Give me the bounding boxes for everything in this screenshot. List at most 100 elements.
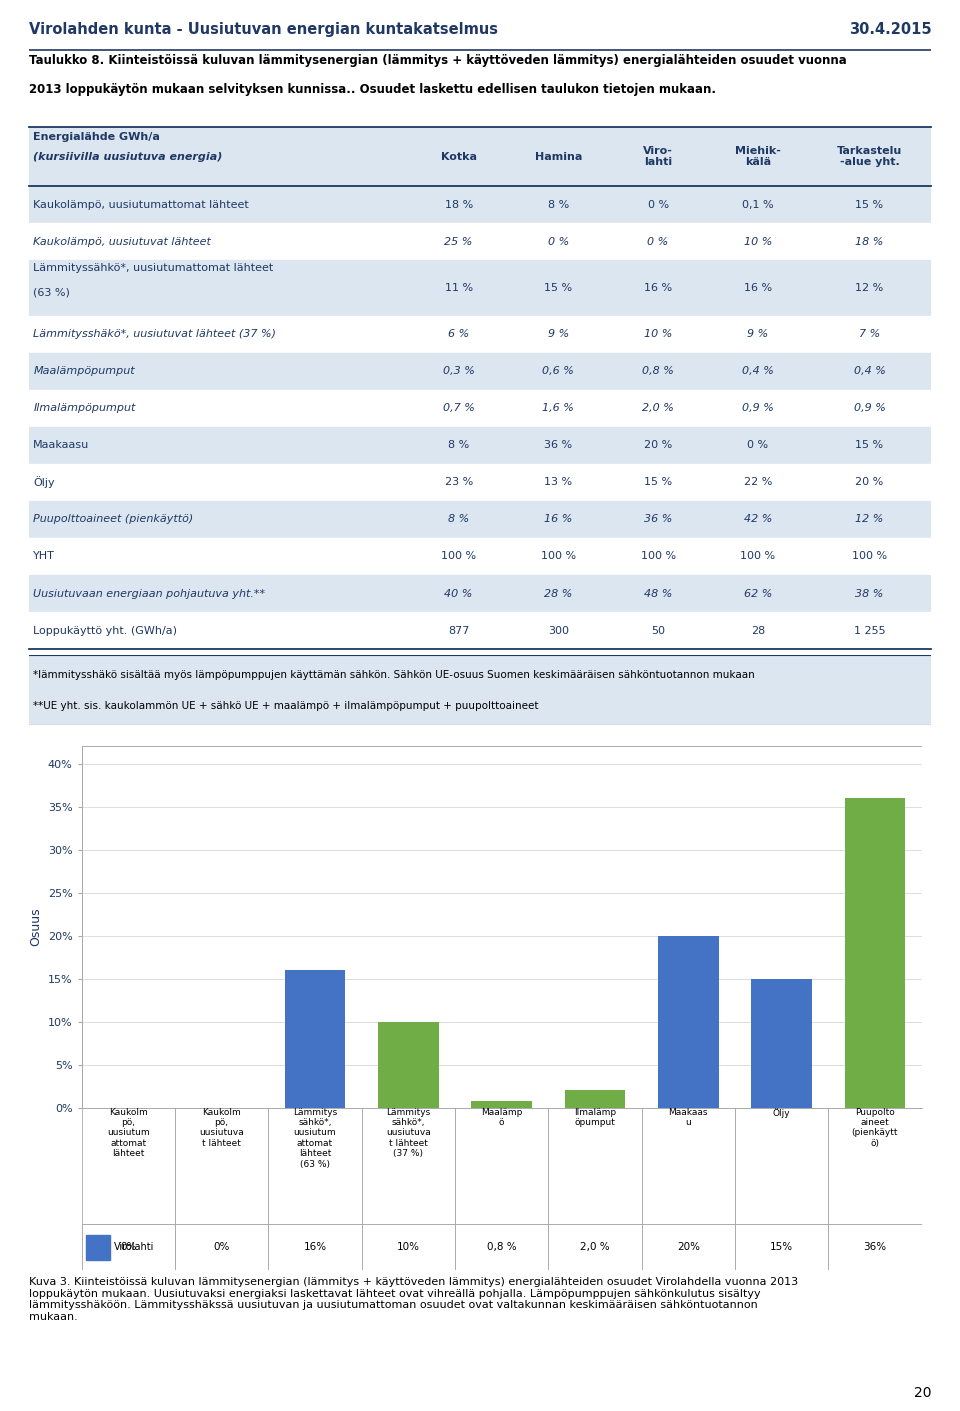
Text: 1 255: 1 255 (853, 625, 885, 635)
Bar (29, 353, 931, 389)
Text: Uusiutuvaan energiaan pohjautuva yht.**: Uusiutuvaan energiaan pohjautuva yht.** (34, 588, 265, 598)
Text: 15 %: 15 % (855, 200, 883, 210)
Text: 28: 28 (751, 625, 765, 635)
Text: 0,4 %: 0,4 % (853, 367, 885, 377)
Bar (284, 969, 346, 1108)
Text: Maalämpöpumput: Maalämpöpumput (34, 367, 135, 377)
Text: Ilmalämp
öpumput: Ilmalämp öpumput (574, 1108, 616, 1127)
Text: Puupolttoaineet (pienkäyttö): Puupolttoaineet (pienkäyttö) (34, 515, 194, 525)
Bar (548, 1225, 641, 1270)
Bar (86, 1235, 109, 1260)
Text: (63 %): (63 %) (34, 288, 70, 298)
Text: 0,6 %: 0,6 % (542, 367, 574, 377)
Bar (29, 316, 931, 353)
Text: 30.4.2015: 30.4.2015 (849, 23, 931, 37)
Text: 23 %: 23 % (444, 477, 472, 487)
Text: Lämmitys
sähkö*,
uusiutum
attomat
lähteet
(63 %): Lämmitys sähkö*, uusiutum attomat lähtee… (293, 1108, 337, 1168)
Text: 877: 877 (448, 625, 469, 635)
Text: 36 %: 36 % (644, 515, 672, 525)
Text: **UE yht. sis. kaukolammön UE + sähkö UE + maalämpö + ilmalämpöpumput + puupoltt: **UE yht. sis. kaukolammön UE + sähkö UE… (34, 700, 539, 711)
Bar (362, 1108, 455, 1225)
Text: (kursiivilla uusiutuva energia): (kursiivilla uusiutuva energia) (34, 152, 223, 162)
Text: 15 %: 15 % (544, 284, 572, 293)
Bar (362, 1225, 455, 1270)
Bar (82, 1225, 175, 1270)
Text: 8 %: 8 % (548, 200, 569, 210)
Text: Kotka: Kotka (441, 151, 476, 162)
Text: 2013 loppukäytön mukaan selvityksen kunnissa.. Osuudet laskettu edellisen tauluk: 2013 loppukäytön mukaan selvityksen kunn… (29, 83, 716, 96)
Bar (29, 538, 931, 576)
Bar (564, 1091, 625, 1108)
Text: 15%: 15% (770, 1242, 793, 1252)
Text: Öljy: Öljy (34, 477, 55, 488)
Bar (29, 186, 931, 223)
Text: 10 %: 10 % (744, 237, 772, 247)
Bar (641, 1108, 735, 1225)
Bar (658, 935, 719, 1108)
Text: 0,1 %: 0,1 % (742, 200, 774, 210)
Text: 22 %: 22 % (744, 477, 772, 487)
Text: 300: 300 (548, 625, 569, 635)
Text: 16 %: 16 % (744, 284, 772, 293)
Text: 16%: 16% (303, 1242, 326, 1252)
Text: 2,0 %: 2,0 % (642, 404, 674, 413)
Text: Lämmitys
sähkö*,
uusiutuva
t lähteet
(37 %): Lämmitys sähkö*, uusiutuva t lähteet (37… (386, 1108, 431, 1158)
Text: 0 %: 0 % (548, 237, 569, 247)
Text: 36 %: 36 % (544, 440, 572, 450)
Bar (845, 799, 905, 1108)
Text: 0,7 %: 0,7 % (443, 404, 474, 413)
Bar (29, 127, 931, 186)
Bar (29, 501, 931, 538)
Text: 0,4 %: 0,4 % (742, 367, 774, 377)
Text: 0 %: 0 % (648, 200, 669, 210)
Text: Maakaasu: Maakaasu (34, 440, 89, 450)
Text: 20%: 20% (677, 1242, 700, 1252)
Text: Hamina: Hamina (535, 151, 582, 162)
Text: 100 %: 100 % (441, 552, 476, 562)
Text: 28 %: 28 % (544, 588, 572, 598)
Text: Viro-
lahti: Viro- lahti (643, 145, 673, 168)
Text: 6 %: 6 % (448, 329, 469, 339)
Bar (29, 612, 931, 649)
Text: 7 %: 7 % (859, 329, 880, 339)
Text: 42 %: 42 % (744, 515, 772, 525)
Text: Maakaas
u: Maakaas u (668, 1108, 708, 1127)
Bar (29, 428, 931, 464)
Text: Lämmitysshäkö*, uusiutuvat lähteet (37 %): Lämmitysshäkö*, uusiutuvat lähteet (37 %… (34, 329, 276, 339)
Text: Miehik-
kälä: Miehik- kälä (735, 145, 780, 168)
Bar (268, 1225, 362, 1270)
Text: 0 %: 0 % (647, 237, 669, 247)
Bar (455, 1108, 548, 1225)
Text: 0,9 %: 0,9 % (742, 404, 774, 413)
Bar (752, 979, 812, 1108)
Text: 10%: 10% (396, 1242, 420, 1252)
Bar (82, 1225, 175, 1270)
Text: 0 %: 0 % (747, 440, 768, 450)
Text: 0,8 %: 0,8 % (642, 367, 674, 377)
Text: Kaukolämpö, uusiutuvat lähteet: Kaukolämpö, uusiutuvat lähteet (34, 237, 211, 247)
Text: 48 %: 48 % (644, 588, 672, 598)
Text: 0%: 0% (213, 1242, 229, 1252)
Bar (175, 1108, 268, 1225)
Text: 0,9 %: 0,9 % (853, 404, 885, 413)
Text: 12 %: 12 % (855, 515, 883, 525)
Bar (29, 576, 931, 612)
Text: 38 %: 38 % (855, 588, 883, 598)
Text: Tarkastelu
-alue yht.: Tarkastelu -alue yht. (837, 145, 902, 168)
Text: 8 %: 8 % (448, 440, 469, 450)
Text: 1,6 %: 1,6 % (542, 404, 574, 413)
Text: Kuva 3. Kiinteistöissä kuluvan lämmitysenergian (lämmitys + käyttöveden lämmitys: Kuva 3. Kiinteistöissä kuluvan lämmityse… (29, 1277, 798, 1322)
Bar (548, 1108, 641, 1225)
Text: 0,8 %: 0,8 % (487, 1242, 516, 1252)
Text: 13 %: 13 % (544, 477, 572, 487)
Bar (828, 1108, 922, 1225)
Bar (175, 1225, 268, 1270)
Bar (735, 1108, 828, 1225)
Bar (378, 1022, 439, 1108)
Text: 100 %: 100 % (540, 552, 576, 562)
Text: 8 %: 8 % (448, 515, 469, 525)
Text: 50: 50 (651, 625, 665, 635)
Bar (29, 464, 931, 501)
Text: Ilmalämpöpumput: Ilmalämpöpumput (34, 404, 135, 413)
Bar (29, 223, 931, 260)
